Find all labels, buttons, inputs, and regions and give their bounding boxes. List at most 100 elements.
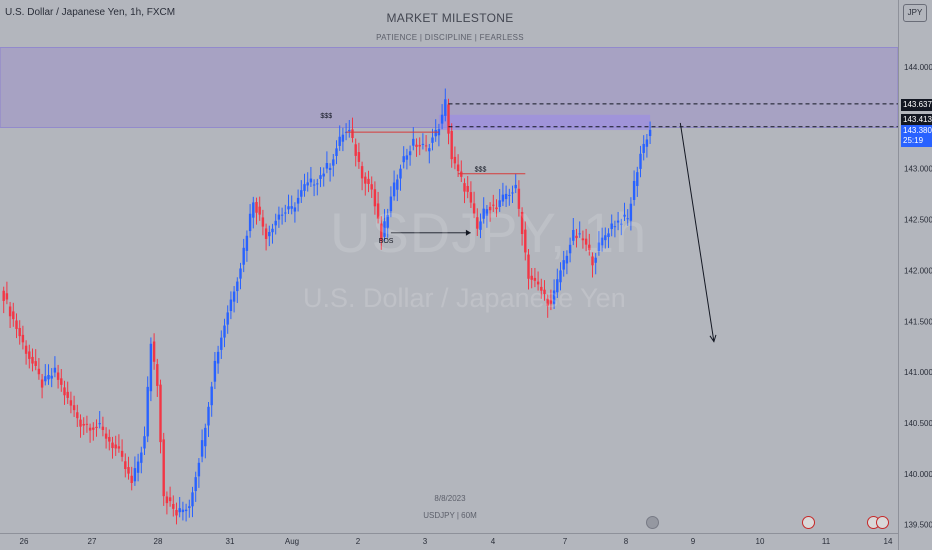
candle-body bbox=[120, 450, 124, 457]
candle-body bbox=[181, 509, 185, 513]
candle-body bbox=[207, 406, 210, 426]
candle-body bbox=[376, 203, 380, 219]
x-tick-label: 14 bbox=[884, 537, 893, 546]
candle-body bbox=[392, 182, 396, 197]
candle-body bbox=[594, 257, 597, 263]
candle-body bbox=[354, 144, 357, 156]
candle-body bbox=[552, 290, 556, 304]
candle-body bbox=[514, 184, 517, 189]
candle-body bbox=[172, 503, 175, 509]
candle-body bbox=[316, 183, 319, 185]
candle-body bbox=[440, 114, 444, 124]
x-tick-label: 2 bbox=[356, 537, 361, 546]
candle-body bbox=[104, 433, 108, 439]
candle-body bbox=[101, 426, 105, 431]
us-flag-event-icon[interactable] bbox=[802, 516, 815, 529]
candle-body bbox=[88, 427, 92, 431]
candle-body bbox=[200, 440, 204, 457]
candle-body bbox=[341, 134, 345, 142]
x-tick-label: 8 bbox=[624, 537, 629, 546]
x-tick-label: 27 bbox=[88, 537, 97, 546]
candle-body bbox=[300, 190, 303, 197]
x-tick-label: 4 bbox=[491, 537, 496, 546]
candle-body bbox=[95, 426, 98, 428]
x-tick-label: 10 bbox=[756, 537, 765, 546]
candle-body bbox=[72, 405, 76, 411]
candle-body bbox=[466, 185, 469, 192]
candle-body bbox=[463, 183, 466, 192]
candle-body bbox=[325, 163, 329, 169]
candle-body bbox=[402, 156, 405, 163]
us-flag-event-icon[interactable] bbox=[876, 516, 889, 529]
price-label-level-2: 143.413 bbox=[901, 114, 932, 126]
candle-body bbox=[616, 220, 620, 223]
candle-body bbox=[162, 439, 165, 497]
projection-arrow bbox=[679, 122, 715, 342]
candle-body bbox=[613, 226, 617, 228]
candle-body bbox=[648, 129, 652, 137]
candle-body bbox=[98, 423, 101, 425]
candle-body bbox=[565, 255, 569, 264]
last-price-label: 143.380 25:19 bbox=[901, 125, 932, 147]
candle-body bbox=[632, 180, 636, 200]
x-tick-label: 7 bbox=[563, 537, 568, 546]
candle-body bbox=[108, 437, 111, 442]
candle-body bbox=[492, 204, 495, 206]
candle-body bbox=[178, 508, 181, 513]
page-subtitle: PATIENCE | DISCIPLINE | FEARLESS bbox=[376, 33, 524, 42]
candle-body bbox=[159, 384, 162, 443]
currency-button[interactable]: JPY bbox=[903, 4, 927, 22]
x-tick-label: 11 bbox=[822, 537, 831, 546]
candle-body bbox=[21, 334, 25, 343]
candle-body bbox=[476, 217, 479, 229]
candle-body bbox=[79, 419, 82, 427]
candle-body bbox=[245, 235, 249, 251]
candle-body bbox=[530, 275, 533, 280]
candle-body bbox=[357, 152, 361, 162]
candle-body bbox=[453, 156, 457, 164]
lightning-event-icon[interactable] bbox=[646, 516, 659, 529]
candle-body bbox=[575, 235, 578, 239]
candle-body bbox=[290, 206, 293, 209]
candle-body bbox=[431, 137, 434, 143]
last-price-value: 143.380 bbox=[903, 126, 932, 135]
candle-body bbox=[303, 184, 306, 191]
footer-date: 8/8/2023 bbox=[434, 494, 466, 503]
candle-body bbox=[66, 391, 69, 398]
candle-body bbox=[332, 159, 335, 166]
candle-body bbox=[562, 260, 565, 270]
candle-body bbox=[536, 281, 540, 285]
candle-body bbox=[175, 509, 178, 516]
candle-body bbox=[437, 129, 441, 136]
candle-body bbox=[248, 213, 252, 232]
symbol-description[interactable]: U.S. Dollar / Japanese Yen, 1h, FXCM bbox=[5, 7, 176, 18]
candle-body bbox=[338, 136, 341, 146]
candle-body bbox=[37, 368, 41, 375]
candle-body bbox=[527, 254, 530, 279]
candle-body bbox=[428, 148, 431, 152]
x-tick-label: Aug bbox=[285, 537, 299, 546]
candle-body bbox=[194, 477, 197, 492]
candle-body bbox=[578, 233, 581, 235]
candle-body bbox=[623, 214, 626, 217]
candle-body bbox=[226, 312, 229, 325]
projection-arrow-head bbox=[709, 334, 717, 343]
candle-body bbox=[18, 327, 21, 337]
candle-body bbox=[229, 299, 233, 312]
candle-body bbox=[210, 386, 213, 406]
candle-body bbox=[53, 367, 57, 373]
candle-body bbox=[24, 345, 28, 354]
y-tick-label: 141.000 bbox=[904, 368, 932, 377]
candle-body bbox=[386, 215, 389, 228]
candle-body bbox=[156, 364, 159, 386]
candle-body bbox=[639, 153, 642, 169]
candle-body bbox=[412, 138, 415, 146]
candle-body bbox=[50, 375, 53, 379]
candle-body bbox=[335, 148, 338, 157]
candle-body bbox=[415, 144, 418, 147]
candle-body bbox=[296, 197, 300, 204]
candle-body bbox=[277, 214, 281, 220]
candle-body bbox=[479, 221, 482, 230]
